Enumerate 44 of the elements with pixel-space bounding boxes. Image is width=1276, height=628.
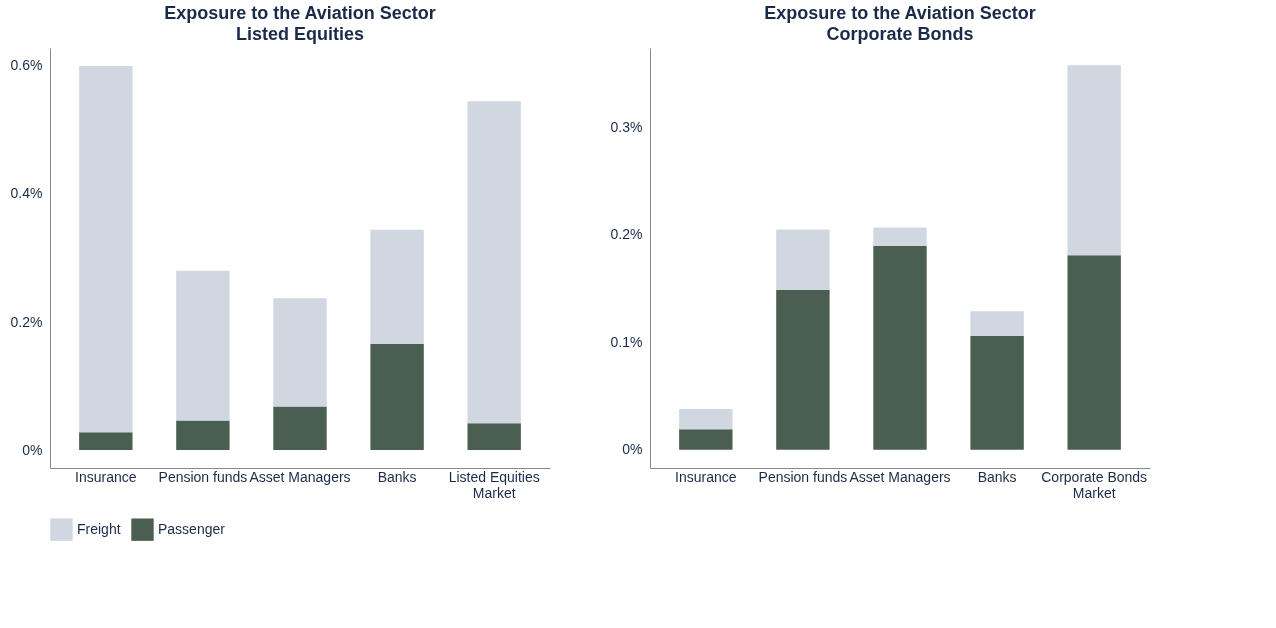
bar	[1067, 65, 1121, 256]
bar	[679, 408, 733, 430]
y-tick-label: 0%	[22, 441, 43, 458]
y-tick-label: 0.2%	[10, 313, 43, 330]
bar	[467, 101, 521, 424]
bar	[79, 432, 133, 451]
x-tick-label: Insurance	[675, 468, 737, 485]
bar	[679, 429, 733, 450]
x-tick-label: Corporate Bonds Market	[1041, 468, 1148, 501]
bar	[970, 335, 1024, 450]
bar	[176, 420, 230, 451]
y-tick-label: 0.4%	[10, 185, 43, 202]
y-tick-label: 0.1%	[610, 333, 643, 350]
bar	[467, 423, 521, 451]
bar	[970, 311, 1024, 336]
x-tick-label: Pension funds	[758, 468, 848, 485]
x-tick-label: Pension funds	[158, 468, 248, 485]
x-tick-label: Banks	[377, 468, 417, 485]
legend-label: Freight	[77, 520, 121, 537]
bar	[370, 229, 424, 344]
x-tick-label: Asset Managers	[249, 468, 351, 485]
bar	[273, 406, 327, 451]
bar	[1067, 255, 1121, 450]
chart-title: Exposure to the Aviation Sector	[164, 3, 436, 23]
bar	[776, 289, 830, 450]
x-tick-label: Asset Managers	[849, 468, 951, 485]
bar	[273, 298, 327, 407]
bar	[873, 227, 927, 246]
bar	[176, 270, 230, 421]
x-tick-label: Listed Equities Market	[448, 468, 540, 501]
chart-subtitle: Listed Equities	[235, 24, 365, 44]
y-tick-label: 0%	[622, 441, 643, 458]
legend-label: Passenger	[158, 520, 226, 537]
bar	[79, 65, 133, 433]
bar	[370, 343, 424, 451]
chart-title: Exposure to the Aviation Sector	[764, 3, 1036, 23]
y-tick-label: 0.3%	[610, 118, 643, 135]
y-tick-label: 0.6%	[10, 57, 43, 74]
chart-subtitle: Corporate Bonds	[826, 24, 974, 44]
x-tick-label: Banks	[977, 468, 1017, 485]
x-tick-label: Insurance	[75, 468, 137, 485]
y-tick-label: 0.2%	[610, 226, 643, 243]
bar	[873, 245, 927, 450]
bar	[776, 229, 830, 290]
